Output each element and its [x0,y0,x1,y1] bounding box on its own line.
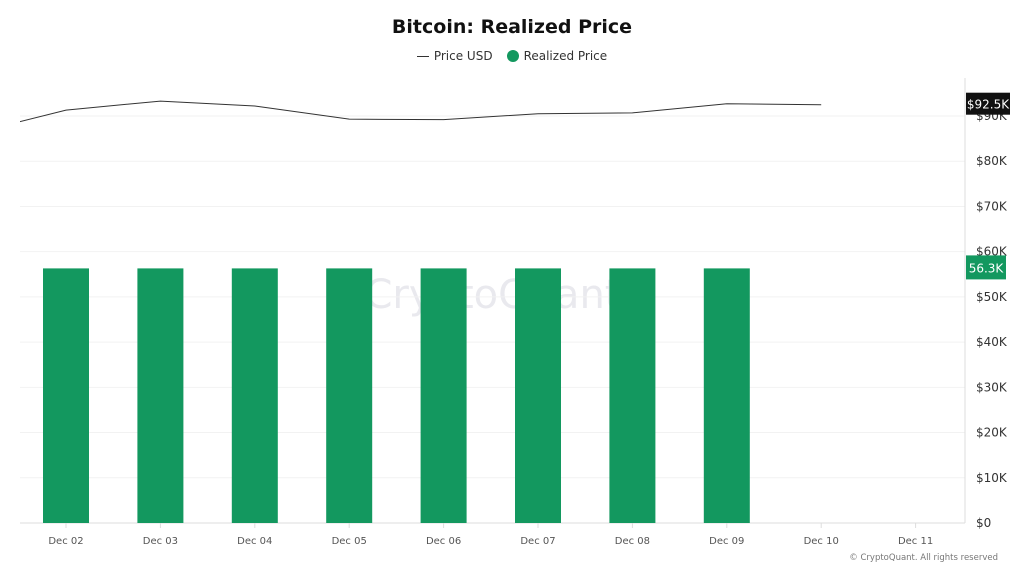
realized-label: 56.3K [969,261,1005,275]
legend-label: Realized Price [523,49,608,63]
y-tick-label: $70K [976,199,1008,213]
x-tick-label: Dec 10 [804,536,839,547]
realized-price-bar [231,268,278,523]
price-label-badge [966,92,1010,115]
realized-price-bar [420,268,467,523]
y-tick-label: $0 [976,516,991,530]
legend-item-price[interactable]: Price USD [416,49,493,63]
realized-price-bar [326,268,373,523]
y-tick-label: $20K [976,426,1008,440]
x-tick-label: Dec 09 [709,536,744,547]
x-tick-label: Dec 02 [48,536,83,547]
y-tick-label: $10K [976,471,1008,485]
y-tick-label: $50K [976,290,1008,304]
legend-item-realized[interactable]: Realized Price [506,49,608,63]
realized-price-bar [703,268,750,523]
y-tick-label: $80K [976,154,1008,168]
realized-price-bar [515,268,561,523]
dot-icon [506,50,519,62]
y-tick-label: $30K [976,380,1008,394]
y-tick-label: $60K [976,245,1008,259]
y-tick-label: $40K [976,335,1008,349]
x-tick-label: Dec 08 [615,536,650,547]
x-tick-label: Dec 07 [520,536,555,547]
realized-price-bar [609,268,656,523]
x-tick-label: Dec 05 [332,536,367,547]
x-tick-label: Dec 04 [237,536,272,547]
legend: Price USD Realized Price [0,49,1024,63]
copyright: © CryptoQuant. All rights reserved [849,553,998,563]
x-tick-label: Dec 06 [426,536,461,547]
line-icon [416,55,429,57]
x-tick-label: Dec 03 [143,536,178,547]
chart-title: Bitcoin: Realized Price [391,16,633,38]
realized-price-bar [137,268,184,523]
legend-label: Price USD [433,49,493,63]
price-label: $92.5K [967,98,1010,112]
realized-price-bar [43,268,89,523]
price-usd-line [20,100,822,123]
realized-label-badge [966,255,1006,280]
x-tick-label: Dec 11 [898,536,933,547]
